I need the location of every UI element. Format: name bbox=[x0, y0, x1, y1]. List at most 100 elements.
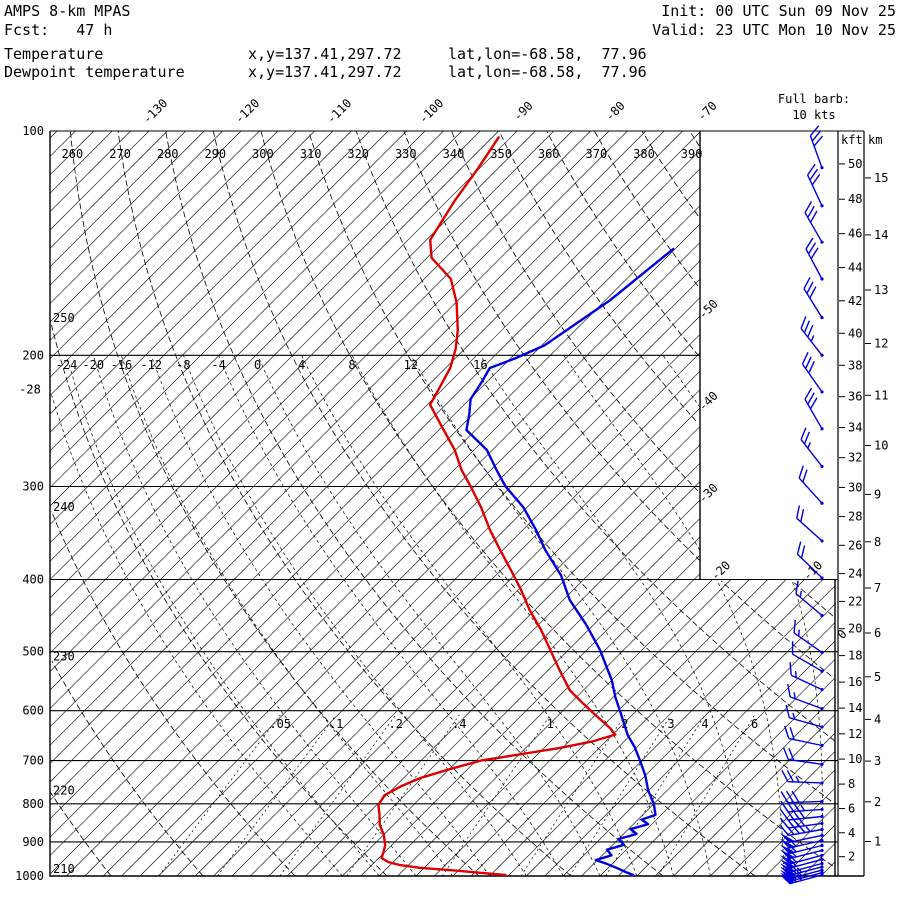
svg-text:2: 2 bbox=[874, 795, 881, 809]
svg-text:370: 370 bbox=[586, 147, 608, 161]
svg-text:250: 250 bbox=[53, 311, 75, 325]
svg-text:100: 100 bbox=[22, 124, 44, 138]
svg-text:6: 6 bbox=[848, 802, 855, 816]
dewpoint-xy: x,y=137.41,297.72 bbox=[248, 63, 402, 81]
svg-text:.1: .1 bbox=[329, 717, 343, 731]
barb-note-line1: Full barb: bbox=[777, 92, 851, 106]
svg-text:4: 4 bbox=[298, 358, 305, 372]
svg-text:600: 600 bbox=[22, 704, 44, 718]
svg-text:0: 0 bbox=[254, 358, 261, 372]
svg-text:42: 42 bbox=[848, 294, 862, 308]
svg-text:6: 6 bbox=[751, 717, 758, 731]
svg-text:300: 300 bbox=[252, 147, 274, 161]
svg-text:50: 50 bbox=[848, 157, 862, 171]
svg-text:8: 8 bbox=[348, 358, 355, 372]
svg-text:4: 4 bbox=[848, 826, 855, 840]
svg-text:30: 30 bbox=[848, 480, 862, 494]
svg-text:11: 11 bbox=[874, 388, 888, 402]
svg-text:6: 6 bbox=[874, 626, 881, 640]
dewpoint-trace bbox=[377, 136, 617, 877]
svg-text:44: 44 bbox=[848, 261, 862, 275]
svg-text:13: 13 bbox=[874, 283, 888, 297]
svg-text:390: 390 bbox=[681, 147, 703, 161]
temperature-latlon: lat,lon=-68.58, 77.96 bbox=[448, 45, 647, 63]
svg-text:350: 350 bbox=[490, 147, 512, 161]
plot-frame bbox=[49, 131, 864, 877]
svg-text:9: 9 bbox=[874, 487, 881, 501]
svg-text:700: 700 bbox=[22, 754, 44, 768]
isotherm-lines bbox=[49, 130, 836, 877]
temperature-xy: x,y=137.41,297.72 bbox=[248, 45, 402, 63]
svg-text:20: 20 bbox=[848, 622, 862, 636]
height-scale: kft km50484644424038363432302826242220181… bbox=[837, 131, 888, 876]
legend-temperature-label: Temperature bbox=[4, 45, 104, 63]
svg-text:-20: -20 bbox=[82, 358, 104, 372]
svg-text:10: 10 bbox=[848, 752, 862, 766]
svg-text:14: 14 bbox=[848, 701, 862, 715]
wind-barbs bbox=[779, 125, 824, 885]
svg-text:22: 22 bbox=[848, 594, 862, 608]
svg-text:900: 900 bbox=[22, 835, 44, 849]
svg-text:18: 18 bbox=[848, 649, 862, 663]
barb-note-line2: 10 kts bbox=[792, 107, 836, 122]
svg-text:26: 26 bbox=[848, 538, 862, 552]
svg-text:1: 1 bbox=[874, 835, 881, 849]
svg-text:290: 290 bbox=[204, 147, 226, 161]
svg-text:-16: -16 bbox=[111, 358, 133, 372]
svg-text:-100: -100 bbox=[416, 96, 446, 126]
svg-text:3: 3 bbox=[874, 754, 881, 768]
svg-text:1000: 1000 bbox=[15, 869, 44, 883]
dewpoint-latlon: lat,lon=-68.58, 77.96 bbox=[448, 63, 647, 81]
svg-text:320: 320 bbox=[347, 147, 369, 161]
svg-text:-80: -80 bbox=[603, 99, 628, 124]
svg-text:210: 210 bbox=[53, 862, 75, 876]
svg-text:8: 8 bbox=[874, 535, 881, 549]
valid-time: Valid: 23 UTC Mon 10 Nov 25 bbox=[652, 21, 896, 39]
svg-text:kft: kft bbox=[841, 133, 863, 147]
svg-text:270: 270 bbox=[109, 147, 131, 161]
svg-text:380: 380 bbox=[633, 147, 655, 161]
svg-text:40: 40 bbox=[848, 326, 862, 340]
forecast-hour: Fcst: 47 h bbox=[4, 21, 113, 39]
svg-text:3: 3 bbox=[667, 717, 674, 731]
svg-text:24: 24 bbox=[848, 567, 862, 581]
svg-text:260: 260 bbox=[62, 147, 84, 161]
svg-text:46: 46 bbox=[848, 227, 862, 241]
svg-text:300: 300 bbox=[22, 480, 44, 494]
wind-barb-legend: Full barb: 10 kts bbox=[764, 92, 864, 123]
svg-text:8: 8 bbox=[848, 777, 855, 791]
svg-text:-120: -120 bbox=[232, 96, 262, 126]
dry-adiabat-lines bbox=[49, 130, 836, 877]
svg-text:-70: -70 bbox=[695, 99, 720, 124]
svg-text:-4: -4 bbox=[211, 358, 225, 372]
svg-text:4: 4 bbox=[701, 717, 708, 731]
svg-text:360: 360 bbox=[538, 147, 560, 161]
svg-text:-90: -90 bbox=[511, 99, 536, 124]
svg-text:32: 32 bbox=[848, 451, 862, 465]
svg-text:km: km bbox=[868, 133, 882, 147]
svg-text:-24: -24 bbox=[56, 358, 78, 372]
svg-text:12: 12 bbox=[404, 358, 418, 372]
svg-text:28: 28 bbox=[848, 510, 862, 524]
svg-text:1: 1 bbox=[547, 717, 554, 731]
init-time: Init: 00 UTC Sun 09 Nov 25 bbox=[661, 2, 896, 20]
svg-text:.2: .2 bbox=[388, 717, 402, 731]
svg-text:-12: -12 bbox=[140, 358, 162, 372]
svg-text:10: 10 bbox=[874, 439, 888, 453]
svg-text:48: 48 bbox=[848, 192, 862, 206]
svg-text:310: 310 bbox=[300, 147, 322, 161]
svg-text:330: 330 bbox=[395, 147, 417, 161]
svg-text:16: 16 bbox=[848, 675, 862, 689]
svg-text:340: 340 bbox=[443, 147, 465, 161]
model-title: AMPS 8-km MPAS bbox=[4, 2, 131, 20]
svg-text:-130: -130 bbox=[140, 96, 170, 126]
svg-text:36: 36 bbox=[848, 390, 862, 404]
svg-text:12: 12 bbox=[848, 727, 862, 741]
svg-text:7: 7 bbox=[874, 581, 881, 595]
svg-text:400: 400 bbox=[22, 573, 44, 587]
svg-text:240: 240 bbox=[53, 500, 75, 514]
svg-text:.05: .05 bbox=[269, 717, 291, 731]
svg-text:-28: -28 bbox=[19, 383, 41, 397]
